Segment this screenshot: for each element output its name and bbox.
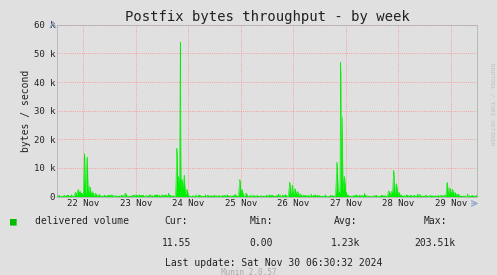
- Text: Max:: Max:: [423, 216, 447, 226]
- Text: RRDTOOL / TOBI OETIKER: RRDTOOL / TOBI OETIKER: [490, 63, 495, 146]
- Text: ■: ■: [10, 216, 17, 226]
- Text: Avg:: Avg:: [333, 216, 357, 226]
- Y-axis label: bytes / second: bytes / second: [21, 70, 31, 152]
- Text: delivered volume: delivered volume: [35, 216, 129, 226]
- Title: Postfix bytes throughput - by week: Postfix bytes throughput - by week: [125, 10, 410, 24]
- Text: Munin 2.0.57: Munin 2.0.57: [221, 268, 276, 275]
- Text: 203.51k: 203.51k: [414, 238, 455, 248]
- Text: Cur:: Cur:: [165, 216, 188, 226]
- Text: 1.23k: 1.23k: [331, 238, 360, 248]
- Text: 0.00: 0.00: [249, 238, 273, 248]
- Text: 11.55: 11.55: [162, 238, 191, 248]
- Text: Last update: Sat Nov 30 06:30:32 2024: Last update: Sat Nov 30 06:30:32 2024: [165, 258, 382, 268]
- Text: Min:: Min:: [249, 216, 273, 226]
